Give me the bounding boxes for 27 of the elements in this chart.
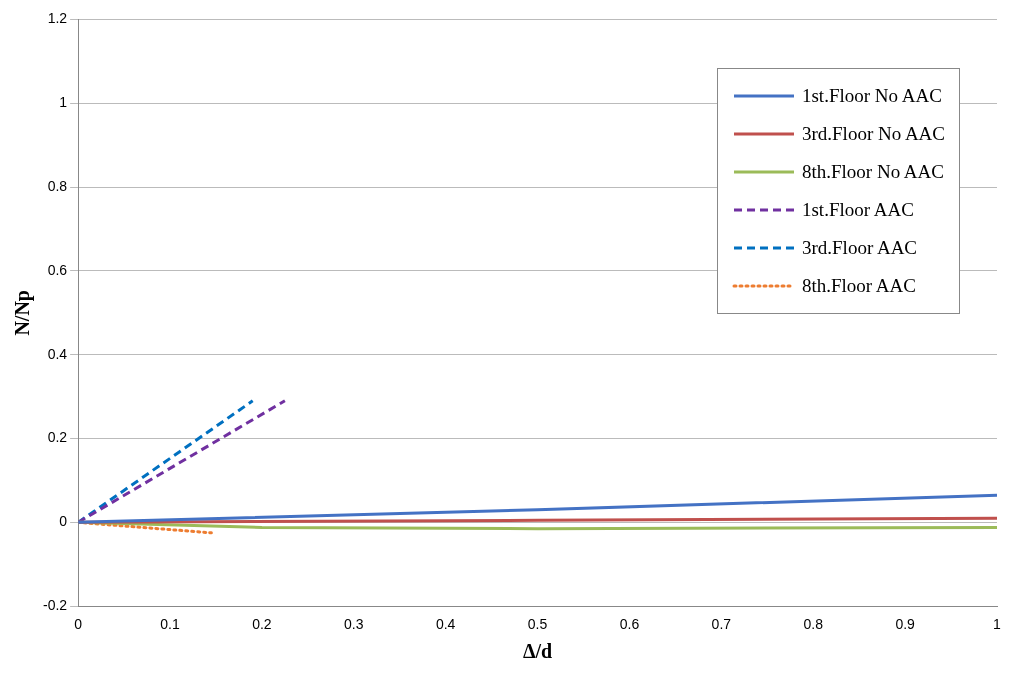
y-tick-label: 0 [59, 513, 68, 530]
y-tick-label: 1 [59, 94, 68, 111]
x-tick-label: 0.1 [160, 616, 180, 633]
legend-label: 1st.Floor AAC [801, 199, 914, 221]
x-tick-label: 0.4 [435, 616, 456, 633]
y-tick-label: 0.8 [47, 177, 68, 194]
y-tick-label: -0.2 [43, 597, 68, 614]
legend-label: 8th.Floor No AAC [801, 161, 944, 183]
y-tick-label: 0.4 [47, 345, 68, 362]
x-tick-label: 0.8 [803, 616, 824, 633]
x-tick-label: 0.5 [527, 616, 548, 633]
legend-label: 3rd.Floor AAC [801, 237, 918, 259]
x-tick-label: 0.3 [344, 616, 364, 633]
legend-label: 8th.Floor AAC [801, 275, 916, 297]
legend-label: 1st.Floor No AAC [801, 85, 942, 107]
x-tick-label: 0 [74, 616, 83, 633]
x-tick-label: 0.2 [252, 616, 272, 633]
y-tick-label: 0.2 [47, 429, 68, 446]
y-axis-title: N/Np [11, 290, 35, 336]
x-tick-label: 0.7 [711, 616, 732, 633]
legend-label: 3rd.Floor No AAC [801, 123, 945, 145]
x-tick-label: 0.6 [619, 616, 640, 633]
y-tick-label: 1.2 [47, 10, 68, 27]
x-axis-title: Δ/d [522, 640, 553, 663]
y-tick-label: 0.6 [47, 261, 68, 278]
x-tick-label: 1 [993, 616, 1002, 633]
x-tick-label: 0.9 [895, 616, 916, 633]
